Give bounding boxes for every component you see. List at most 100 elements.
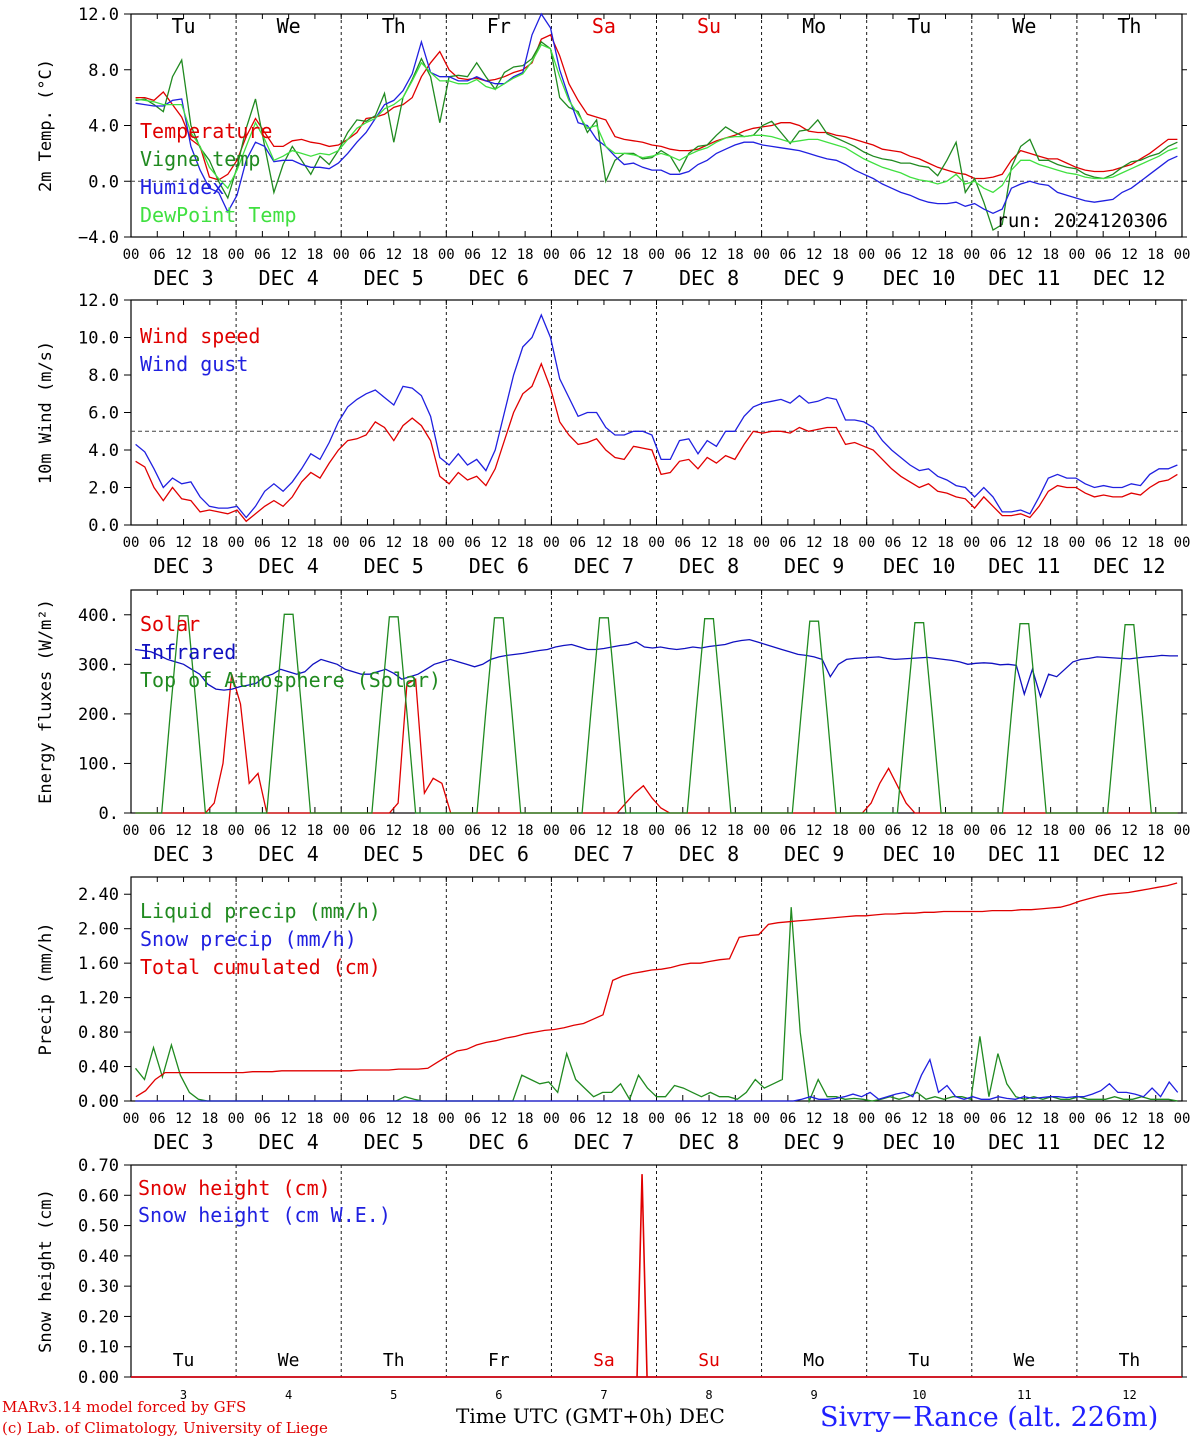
hour-tick-label: 06 — [464, 535, 481, 551]
hour-tick-label: 06 — [779, 1111, 796, 1127]
legend-item: Snow height (cm W.E.) — [138, 1203, 391, 1227]
y-tick-label: 0.0 — [88, 516, 119, 536]
y-tick-label: 0.60 — [78, 1186, 119, 1206]
chart-panel-5: 0.00 0.10 0.20 0.30 0.40 0.50 0.60 0.70 Snow hei… — [36, 1156, 1187, 1402]
y-tick-label: 0. — [99, 804, 119, 824]
weekday-label: Sa — [592, 14, 616, 38]
day-number-label: 3 — [180, 1388, 187, 1402]
legend-item: DewPoint Temp — [140, 203, 297, 227]
day-number-label: 6 — [495, 1388, 502, 1402]
y-tick-label: −4.0 — [78, 228, 119, 248]
hour-tick-label: 18 — [306, 535, 323, 551]
hour-tick-label: 00 — [1174, 823, 1191, 839]
hour-tick-label: 18 — [937, 535, 954, 551]
hour-tick-label: 00 — [123, 535, 140, 551]
hour-tick-label: 12 — [1016, 823, 1033, 839]
weekday-label: We — [278, 1350, 300, 1371]
weekday-label: Tu — [172, 14, 196, 38]
hour-tick-label: 06 — [674, 823, 691, 839]
weekday-label: We — [1014, 1350, 1036, 1371]
hour-tick-label: 12 — [1121, 535, 1138, 551]
hour-tick-label: 00 — [1174, 1111, 1191, 1127]
hour-tick-label: 06 — [779, 247, 796, 263]
day-label: DEC 5 — [364, 554, 424, 578]
hour-tick-label: 18 — [1147, 1111, 1164, 1127]
day-label: DEC 12 — [1093, 842, 1165, 866]
weekday-label: Tu — [173, 1350, 195, 1371]
day-label: DEC 9 — [784, 266, 844, 290]
hour-tick-label: 12 — [806, 1111, 823, 1127]
hour-tick-label: 06 — [990, 535, 1007, 551]
hour-tick-label: 00 — [228, 535, 245, 551]
hour-tick-label: 06 — [885, 823, 902, 839]
hour-tick-label: 18 — [201, 823, 218, 839]
hour-tick-label: 12 — [596, 1111, 613, 1127]
hour-tick-label: 06 — [885, 1111, 902, 1127]
hour-tick-label: 12 — [701, 1111, 718, 1127]
weekday-label: Mo — [802, 14, 826, 38]
hour-tick-label: 00 — [753, 1111, 770, 1127]
hour-tick-label: 18 — [201, 535, 218, 551]
legend-item: Liquid precip (mm/h) — [140, 899, 381, 923]
legend-item: Wind speed — [140, 324, 260, 348]
day-label: DEC 8 — [679, 842, 739, 866]
hour-tick-label: 18 — [201, 247, 218, 263]
series-line-dewpoint-temp — [135, 43, 1178, 194]
day-label: DEC 8 — [679, 554, 739, 578]
hour-tick-label: 12 — [806, 823, 823, 839]
hour-tick-label: 00 — [228, 1111, 245, 1127]
day-label: DEC 9 — [784, 842, 844, 866]
run-annotation: run: 2024120306 — [996, 210, 1168, 232]
hour-tick-label: 06 — [990, 823, 1007, 839]
day-label: DEC 4 — [259, 1130, 319, 1154]
hour-tick-label: 18 — [1042, 1111, 1059, 1127]
hour-tick-label: 18 — [832, 535, 849, 551]
series-line-temperature — [135, 34, 1178, 181]
legend-item: Vigne temp — [140, 147, 260, 171]
hour-tick-label: 18 — [1147, 535, 1164, 551]
hour-tick-label: 00 — [438, 535, 455, 551]
day-number-label: 5 — [390, 1388, 397, 1402]
y-tick-label: 300. — [78, 655, 119, 675]
hour-tick-label: 06 — [359, 535, 376, 551]
series-line-humidex — [135, 12, 1178, 215]
day-label: DEC 10 — [883, 266, 955, 290]
legend-item: Total cumulated (cm) — [140, 955, 381, 979]
hour-tick-label: 18 — [412, 823, 429, 839]
day-label: DEC 3 — [153, 266, 213, 290]
y-tick-label: 8.0 — [88, 61, 119, 81]
snow-height-spike — [636, 1174, 648, 1378]
weekday-label: Su — [697, 14, 721, 38]
hour-tick-label: 00 — [963, 1111, 980, 1127]
day-label: DEC 12 — [1093, 1130, 1165, 1154]
hour-tick-label: 18 — [1147, 247, 1164, 263]
hour-tick-label: 06 — [674, 247, 691, 263]
day-label: DEC 3 — [153, 554, 213, 578]
hour-tick-label: 06 — [359, 247, 376, 263]
series-line-vigne-temp — [135, 40, 1178, 231]
day-label: DEC 11 — [988, 842, 1060, 866]
hour-tick-label: 06 — [990, 247, 1007, 263]
hour-tick-label: 12 — [1016, 247, 1033, 263]
series-line-top-of-atmosphere-solar- — [135, 613, 1178, 814]
series-line-snow-precip-mm-h- — [135, 1057, 1179, 1102]
hour-tick-label: 00 — [1174, 247, 1191, 263]
day-label: DEC 11 — [988, 554, 1060, 578]
weekday-label: Th — [1119, 1350, 1141, 1371]
day-label: DEC 10 — [883, 1130, 955, 1154]
weekday-label: Th — [382, 14, 406, 38]
chart-panel-3: 0. 100. 200. 300. 400. Energy fluxes (W/m²) 00… — [36, 589, 1191, 866]
day-label: DEC 9 — [784, 554, 844, 578]
hour-tick-label: 06 — [1095, 1111, 1112, 1127]
hour-tick-label: 00 — [963, 247, 980, 263]
day-label: DEC 9 — [784, 1130, 844, 1154]
weekday-label: Tu — [907, 14, 931, 38]
hour-tick-label: 06 — [464, 1111, 481, 1127]
hour-tick-label: 12 — [596, 247, 613, 263]
hour-tick-label: 06 — [464, 247, 481, 263]
hour-tick-label: 18 — [937, 1111, 954, 1127]
hour-tick-label: 12 — [911, 823, 928, 839]
series-line-total-cumulated-cm- — [135, 882, 1178, 1098]
legend-item: Humidex — [140, 175, 224, 199]
hour-tick-label: 12 — [175, 535, 192, 551]
